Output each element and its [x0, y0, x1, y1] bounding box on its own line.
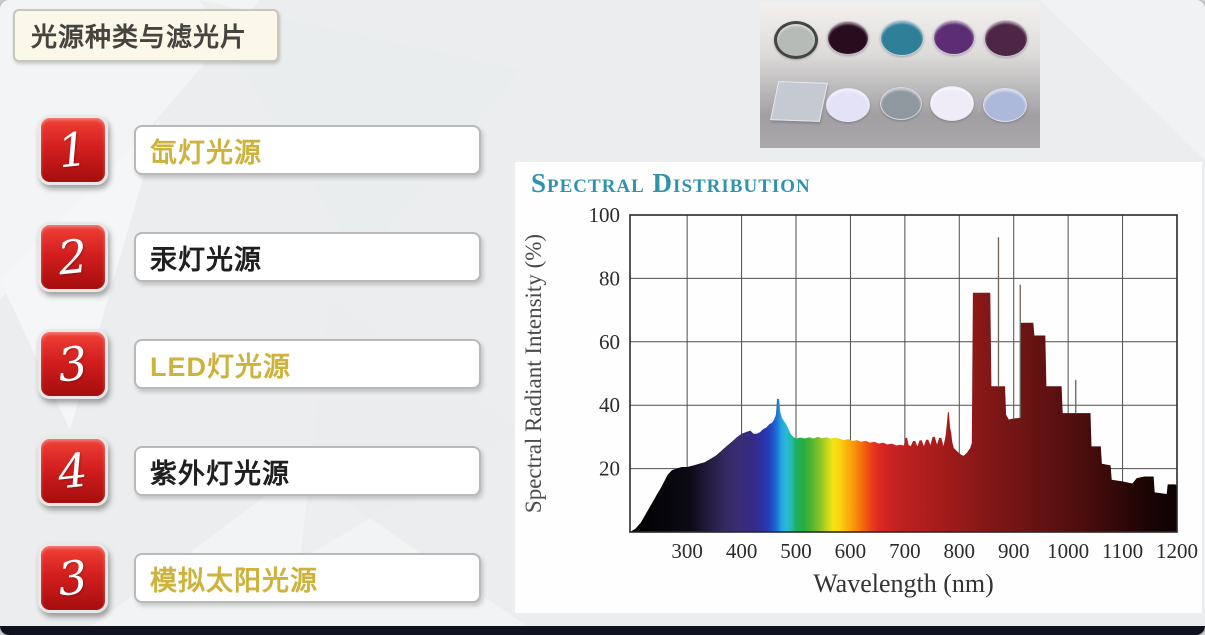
filter-dark-maroon	[827, 21, 869, 55]
filter-purple	[933, 20, 975, 55]
svg-text:20: 20	[599, 457, 620, 481]
item-label: LED灯光源	[150, 351, 291, 382]
spectral-plot: 300 400 500 600 700 800 900 1000 1100 1200 20 40 60 8…	[521, 203, 1198, 598]
slide-title-box: 光源种类与滤光片	[13, 9, 279, 62]
slide-title: 光源种类与滤光片	[31, 22, 248, 52]
item-number: 3	[55, 335, 91, 393]
svg-text:1200: 1200	[1156, 539, 1198, 563]
filter-periwinkle	[983, 88, 1027, 122]
svg-text:Wavelength (nm): Wavelength (nm)	[813, 569, 994, 598]
list-item: 3 模拟太阳光源	[38, 543, 481, 613]
item-number-badge: 4	[38, 436, 108, 506]
filters-photo	[760, 3, 1040, 148]
svg-text:1000: 1000	[1047, 539, 1089, 563]
svg-text:100: 100	[589, 203, 621, 227]
svg-text:1100: 1100	[1102, 539, 1143, 563]
item-number-badge: 2	[38, 222, 108, 292]
svg-text:700: 700	[889, 539, 921, 563]
item-number: 1	[55, 121, 91, 179]
svg-text:300: 300	[671, 539, 703, 563]
filter-teal	[880, 20, 924, 56]
item-label: 氙灯光源	[150, 137, 262, 168]
item-number-badge: 3	[38, 543, 108, 613]
item-number-badge: 3	[38, 329, 108, 399]
item-number: 2	[55, 228, 91, 286]
item-number-badge: 1	[38, 115, 108, 185]
filter-light-lavender	[826, 88, 870, 122]
svg-text:40: 40	[599, 393, 620, 417]
list-item: 3 LED灯光源	[38, 329, 481, 399]
item-label: 模拟太阳光源	[150, 565, 318, 596]
svg-text:500: 500	[780, 539, 812, 563]
svg-text:900: 900	[998, 539, 1030, 563]
svg-text:60: 60	[599, 330, 620, 354]
filter-silver	[774, 21, 818, 59]
item-label-box: LED灯光源	[134, 339, 481, 389]
filter-glass-plate	[770, 81, 828, 122]
list-item: 1 氙灯光源	[38, 115, 481, 185]
item-label-box: 氙灯光源	[134, 125, 481, 175]
item-number: 4	[55, 442, 91, 500]
spectral-chart-panel: Spectral Distribution 300 400 500 600 700 800…	[515, 162, 1202, 613]
filter-white	[930, 86, 974, 121]
list-item: 2 汞灯光源	[38, 222, 481, 292]
item-label-box: 模拟太阳光源	[134, 553, 481, 603]
svg-text:Spectral Radiant Intensity (%): Spectral Radiant Intensity (%)	[521, 234, 546, 513]
item-label: 汞灯光源	[150, 244, 262, 275]
svg-text:80: 80	[599, 266, 620, 290]
svg-text:800: 800	[944, 539, 976, 563]
svg-text:600: 600	[835, 539, 867, 563]
item-number: 3	[55, 549, 91, 607]
chart-title: Spectral Distribution	[531, 168, 811, 198]
filter-plum	[984, 20, 1028, 57]
list-item: 4 紫外灯光源	[38, 436, 481, 506]
item-label-box: 汞灯光源	[134, 232, 481, 282]
item-label: 紫外灯光源	[150, 458, 290, 489]
svg-text:400: 400	[726, 539, 758, 563]
footer-bar	[0, 626, 1205, 635]
item-label-box: 紫外灯光源	[134, 446, 481, 496]
filter-gray	[880, 87, 922, 120]
